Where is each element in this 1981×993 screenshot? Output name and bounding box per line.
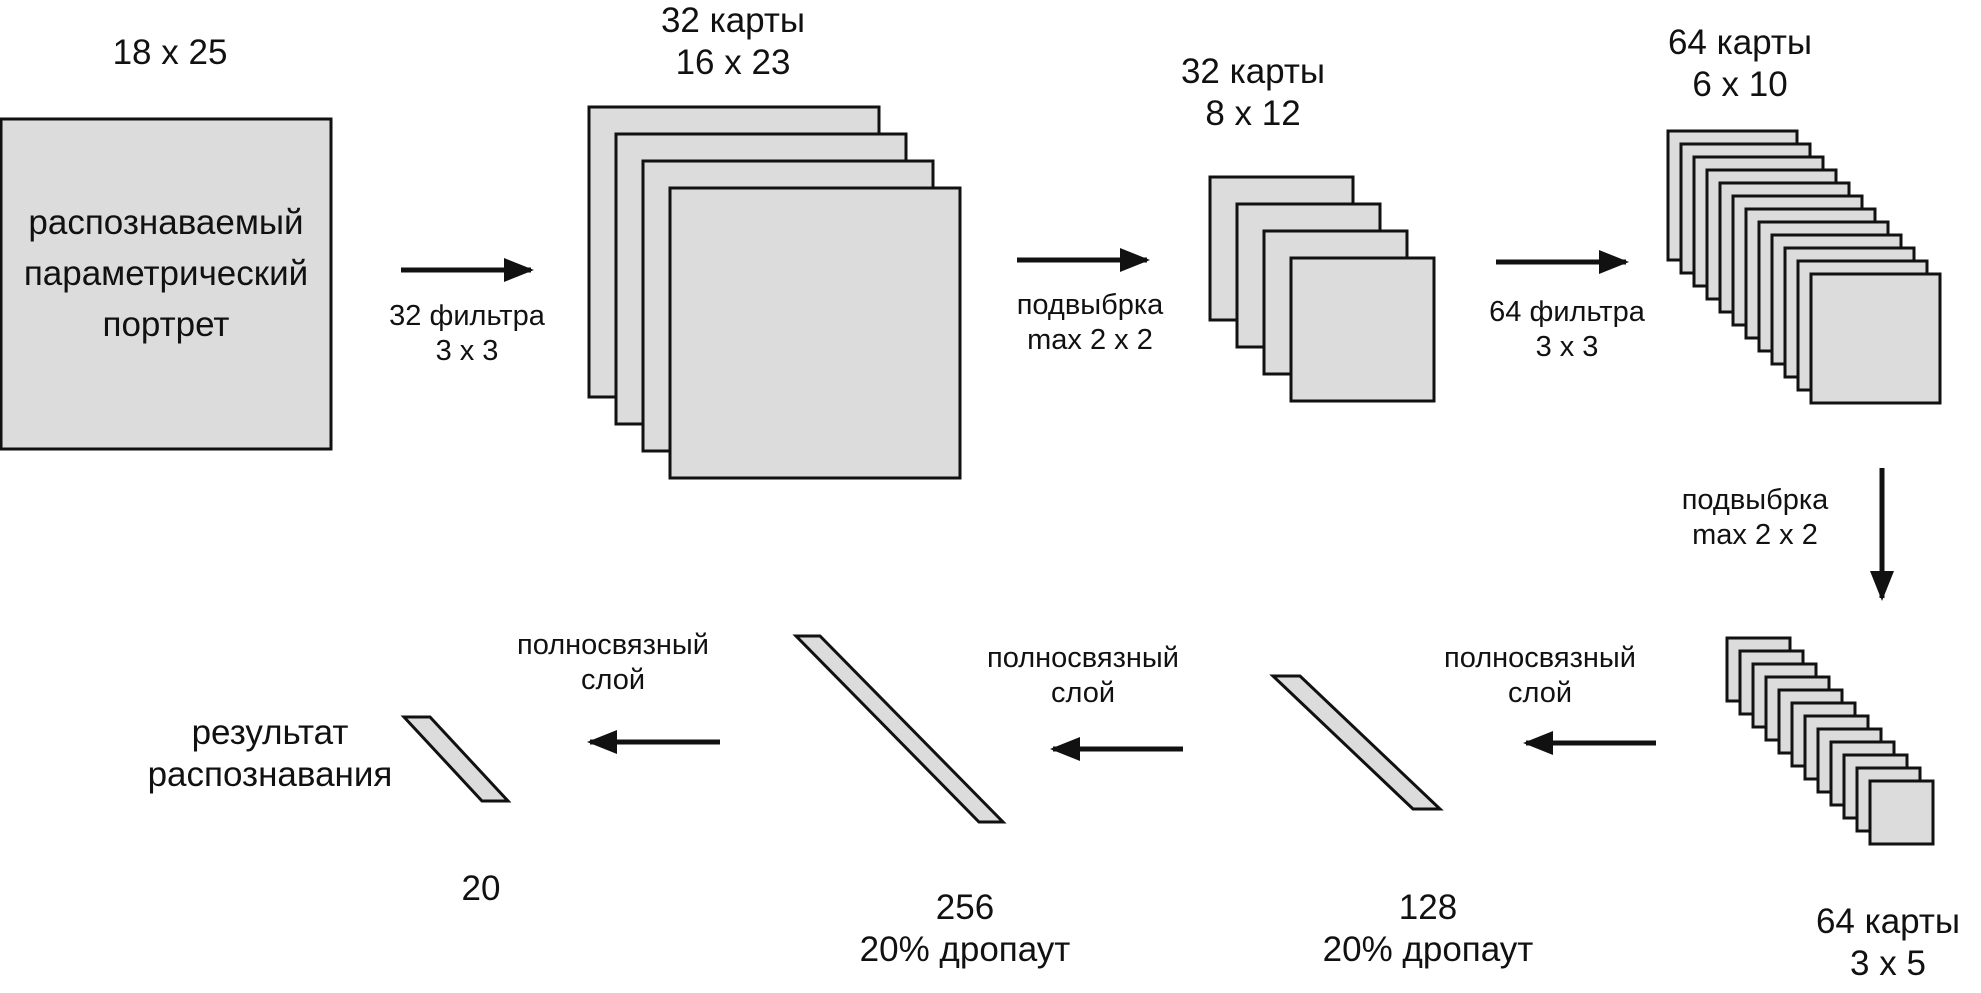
maps3-size: 6 x 10 — [1692, 65, 1788, 104]
pool2-name: подвыбрка — [1681, 484, 1829, 516]
maps1-size: 16 x 23 — [675, 43, 791, 82]
conv1-kernel: 3 x 3 — [435, 334, 499, 367]
feature-map — [668, 186, 962, 480]
feature-maps-32-8x12 — [1208, 175, 1436, 403]
dense-layer-256 — [792, 634, 1007, 824]
dense-layer-128 — [1269, 674, 1444, 811]
fc2-layer: слой — [1050, 676, 1116, 709]
feature-map — [1868, 779, 1935, 846]
fc1-layer: слой — [1507, 676, 1573, 709]
conv2-label: 64 фильтра 3 x 3 — [1462, 295, 1672, 365]
maps2-size: 8 x 12 — [1205, 94, 1301, 133]
pool2-window: max 2 x 2 — [1692, 518, 1818, 551]
maps1-count: 32 карты — [660, 1, 806, 40]
pool1-name: подвыбрка — [1016, 289, 1164, 321]
maps2-label: 32 карты 8 x 12 — [1143, 51, 1363, 135]
pool1-label: подвыбрка max 2 x 2 — [985, 288, 1195, 358]
layer128-label: 128 20% дропаут — [1278, 887, 1578, 971]
layer256-dropout: 20% дропаут — [859, 930, 1071, 969]
layer128-dropout: 20% дропаут — [1322, 930, 1534, 969]
maps3-label: 64 карты 6 x 10 — [1630, 22, 1850, 106]
output-size-label: 20 — [461, 869, 501, 908]
pool2-label: подвыбрка max 2 x 2 — [1650, 483, 1860, 553]
maps2-count: 32 карты — [1180, 52, 1326, 91]
layer128-size: 128 — [1398, 888, 1458, 927]
maps3-count: 64 карты — [1667, 23, 1813, 62]
feature-maps-32-16x23 — [587, 105, 962, 480]
feature-map — [1809, 272, 1942, 405]
conv1-label: 32 фильтра 3 x 3 — [362, 299, 572, 369]
input-square — [0, 117, 333, 451]
feature-maps-64-3x5 — [1725, 636, 1935, 846]
conv1-filters: 32 фильтра — [389, 300, 545, 332]
output-line1: результат — [191, 713, 349, 752]
input-text-line: распознаваемый — [28, 203, 304, 242]
fc3-layer: слой — [580, 663, 646, 696]
input-text-line: параметрический — [23, 253, 309, 293]
maps4-size: 3 x 5 — [1850, 944, 1926, 983]
output-label: результат распознавания — [120, 712, 420, 796]
fc2-label: полносвязный слой — [963, 641, 1203, 711]
input-text-line: портрет — [102, 304, 230, 344]
input-square-text: распознаваемый параметрический портрет — [1, 198, 331, 350]
fc3-label: полносвязный слой — [493, 628, 733, 698]
fc2-name: полносвязный — [987, 642, 1179, 674]
pool1-window: max 2 x 2 — [1027, 323, 1153, 356]
maps4-label: 64 карты 3 x 5 — [1798, 901, 1978, 985]
feature-maps-64-6x10 — [1666, 129, 1942, 405]
maps1-label: 32 карты 16 x 23 — [623, 0, 843, 84]
fc1-label: полносвязный слой — [1420, 641, 1660, 711]
fc3-name: полносвязный — [517, 629, 709, 661]
conv2-kernel: 3 x 3 — [1535, 330, 1599, 363]
fc1-name: полносвязный — [1444, 642, 1636, 674]
feature-map — [1289, 256, 1436, 403]
input-size-label: 18 x 25 — [112, 33, 228, 72]
layer256-size: 256 — [935, 888, 995, 927]
output-layer-20 — [400, 715, 512, 803]
layer256-label: 256 20% дропаут — [815, 887, 1115, 971]
maps4-count: 64 карты — [1815, 902, 1961, 941]
output-line2: распознавания — [147, 755, 393, 794]
conv2-filters: 64 фильтра — [1489, 296, 1645, 328]
